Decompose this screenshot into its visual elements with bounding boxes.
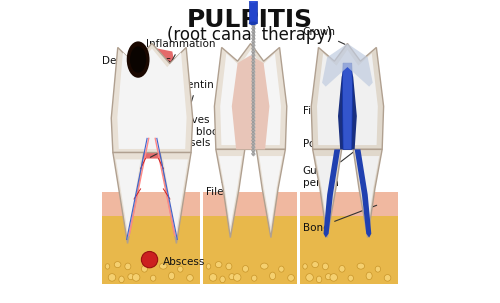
Ellipse shape — [316, 276, 322, 283]
Bar — [102, 192, 200, 216]
Ellipse shape — [108, 274, 116, 281]
Polygon shape — [220, 50, 281, 145]
Bar — [102, 212, 200, 284]
Ellipse shape — [357, 263, 364, 269]
Ellipse shape — [306, 274, 314, 281]
Ellipse shape — [216, 261, 222, 268]
Polygon shape — [232, 55, 270, 149]
Ellipse shape — [330, 274, 338, 281]
Ellipse shape — [260, 263, 268, 269]
Ellipse shape — [160, 263, 167, 269]
Ellipse shape — [234, 274, 241, 281]
Ellipse shape — [303, 264, 308, 269]
Polygon shape — [322, 44, 373, 87]
Ellipse shape — [249, 0, 257, 3]
Text: Dentin: Dentin — [179, 80, 214, 122]
Polygon shape — [311, 44, 384, 149]
Text: PULPITIS: PULPITIS — [187, 8, 313, 32]
Polygon shape — [116, 159, 140, 232]
Polygon shape — [120, 48, 183, 158]
Polygon shape — [338, 67, 357, 149]
Ellipse shape — [229, 274, 235, 280]
Ellipse shape — [132, 274, 140, 281]
Ellipse shape — [326, 274, 332, 280]
Ellipse shape — [128, 274, 134, 280]
Polygon shape — [214, 44, 287, 149]
Polygon shape — [316, 156, 339, 227]
Ellipse shape — [312, 261, 318, 268]
Polygon shape — [219, 156, 242, 227]
Ellipse shape — [220, 276, 226, 283]
Text: Filling: Filling — [303, 77, 338, 116]
Ellipse shape — [150, 275, 156, 281]
Ellipse shape — [130, 46, 146, 73]
Bar — [204, 192, 296, 216]
Text: Gutta
percha: Gutta percha — [303, 151, 354, 188]
Polygon shape — [140, 58, 164, 152]
Ellipse shape — [278, 266, 284, 272]
Text: Crown: Crown — [303, 27, 345, 44]
Ellipse shape — [375, 266, 380, 272]
Ellipse shape — [270, 272, 276, 280]
Ellipse shape — [252, 275, 257, 281]
Ellipse shape — [249, 22, 257, 25]
Bar — [300, 192, 398, 216]
Ellipse shape — [186, 275, 194, 281]
Polygon shape — [353, 149, 382, 238]
Polygon shape — [317, 50, 378, 145]
Bar — [300, 212, 398, 284]
Bar — [204, 212, 296, 284]
Ellipse shape — [168, 272, 174, 280]
Ellipse shape — [339, 265, 345, 272]
Polygon shape — [356, 156, 379, 227]
Ellipse shape — [322, 263, 328, 270]
Ellipse shape — [125, 263, 131, 270]
Text: Bone: Bone — [303, 205, 376, 233]
Polygon shape — [163, 159, 188, 232]
Ellipse shape — [206, 264, 211, 269]
Polygon shape — [113, 152, 144, 244]
Text: Dental caries: Dental caries — [102, 56, 172, 66]
Ellipse shape — [126, 42, 150, 78]
Polygon shape — [259, 156, 282, 227]
Ellipse shape — [242, 265, 248, 272]
Ellipse shape — [105, 264, 110, 269]
Ellipse shape — [119, 276, 124, 283]
Polygon shape — [216, 149, 245, 238]
Bar — [249, 1, 257, 23]
Text: File: File — [206, 140, 251, 197]
Polygon shape — [256, 149, 286, 238]
Ellipse shape — [114, 261, 121, 268]
Polygon shape — [112, 43, 192, 152]
Ellipse shape — [366, 272, 372, 280]
Circle shape — [142, 251, 158, 268]
Polygon shape — [324, 149, 340, 238]
Ellipse shape — [288, 275, 294, 281]
Ellipse shape — [178, 266, 183, 272]
Polygon shape — [354, 149, 372, 238]
Text: Inflammation: Inflammation — [146, 39, 216, 77]
Polygon shape — [118, 48, 186, 149]
Polygon shape — [312, 149, 342, 238]
Text: Nerves
and blood
vessels: Nerves and blood vessels — [150, 115, 225, 157]
Ellipse shape — [384, 275, 391, 281]
Polygon shape — [160, 152, 191, 244]
Polygon shape — [342, 63, 352, 149]
Text: (root canal therapy): (root canal therapy) — [167, 26, 333, 44]
Text: Post: Post — [303, 118, 350, 149]
Ellipse shape — [210, 274, 217, 281]
Text: Abscess: Abscess — [152, 257, 205, 267]
Ellipse shape — [142, 265, 148, 272]
Ellipse shape — [226, 263, 232, 270]
Ellipse shape — [348, 275, 354, 281]
